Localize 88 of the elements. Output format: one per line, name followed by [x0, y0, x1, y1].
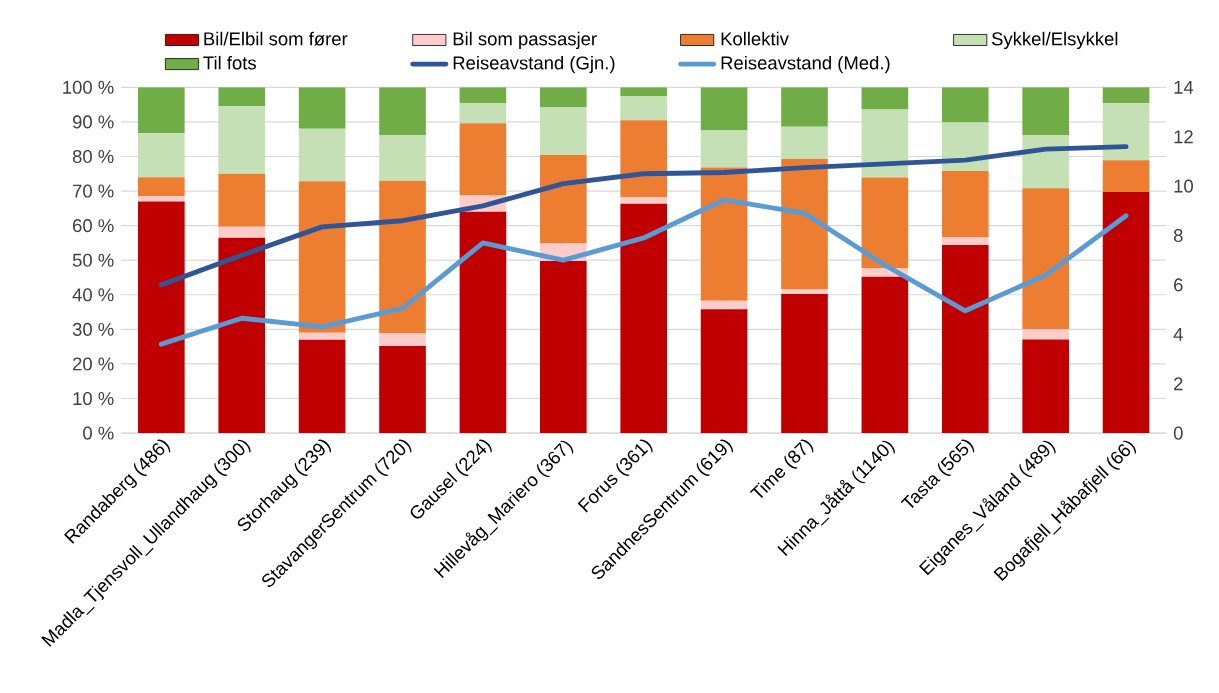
y-tick-label: 40 % [72, 288, 114, 302]
bar [781, 158, 828, 290]
y-tick-label: 60 % [73, 219, 114, 233]
bar [298, 87, 346, 129]
bar [620, 96, 668, 121]
bar [781, 87, 828, 127]
bar [1022, 339, 1069, 434]
bar [459, 123, 507, 196]
bar [539, 87, 587, 108]
y-tick-label: 20 % [73, 357, 114, 371]
line-series [158, 197, 1129, 347]
y2-tick-label: 12 [1174, 130, 1193, 144]
y-tick-label: 80 % [72, 149, 114, 164]
bar [861, 276, 909, 434]
legend-label: Reiseavstand (Gjn.) [453, 55, 615, 74]
y2-tick-label: 6 [1174, 278, 1183, 292]
bar [861, 87, 909, 110]
bar [700, 300, 748, 310]
bar [298, 339, 346, 434]
bar [1022, 329, 1069, 340]
y-tick-label: 50 % [72, 253, 114, 267]
bar [1022, 87, 1069, 136]
bar [700, 87, 748, 131]
y2-tick-label: 8 [1173, 229, 1183, 243]
bar [700, 167, 748, 301]
bar [379, 87, 426, 136]
legend-label: Bil som passasjer [453, 31, 597, 50]
bar [459, 87, 507, 103]
legend-label: Bil/Elbil som fører [204, 31, 348, 46]
y2-tick-label: 10 [1174, 179, 1193, 193]
bar [861, 109, 909, 178]
legend-label: Sykkel/Elsykkel [991, 31, 1118, 50]
bar [1102, 87, 1150, 104]
bar [781, 126, 828, 159]
bar [218, 106, 266, 174]
bar [539, 107, 587, 156]
bar [539, 155, 587, 244]
bar [138, 196, 185, 202]
bar [138, 87, 185, 134]
y2-tick-label: 2 [1174, 377, 1183, 391]
bar [861, 177, 909, 269]
bar [298, 181, 346, 333]
legend-label: Til fots [203, 55, 256, 70]
y2-tick-label: 4 [1173, 327, 1183, 341]
bar [1102, 103, 1150, 161]
y-tick-label: 0 % [83, 426, 114, 440]
legend-label: Kollektiv [721, 31, 789, 46]
bar [218, 226, 266, 238]
bar [459, 211, 507, 434]
bar [298, 332, 346, 340]
bar [941, 245, 989, 434]
line-series [158, 144, 1129, 288]
y-tick-label: 10 % [73, 392, 114, 406]
bar [941, 237, 989, 246]
y-tick-label: 30 % [72, 322, 114, 336]
bar [941, 171, 989, 238]
bar [620, 203, 668, 434]
bar [138, 177, 185, 197]
legend-label: Reiseavstand (Med.) [721, 55, 890, 74]
bar [1022, 135, 1069, 189]
bar [379, 180, 426, 334]
bar [379, 135, 426, 181]
bar [539, 260, 587, 434]
bar [620, 197, 668, 204]
bar [700, 130, 748, 168]
bar [620, 87, 668, 97]
bar [218, 173, 266, 227]
bar [459, 102, 507, 124]
bar [781, 289, 828, 295]
y-tick-label: 70 % [73, 184, 114, 198]
y2-tick-label: 0 [1173, 426, 1183, 440]
bar [138, 201, 185, 434]
y2-tick-label: 14 [1174, 81, 1194, 94]
y-tick-label: 90 % [72, 115, 114, 129]
bar [298, 128, 346, 182]
bar [1022, 188, 1069, 330]
bar [218, 237, 266, 434]
bar [379, 333, 426, 347]
bar [941, 87, 989, 123]
bar [700, 309, 748, 434]
bar [379, 346, 426, 434]
bar [1102, 160, 1150, 193]
bar [138, 133, 185, 178]
bar [781, 294, 828, 434]
bar [218, 87, 266, 107]
bar [620, 120, 668, 198]
y-tick-label: 100 % [63, 80, 114, 94]
bar [1102, 192, 1150, 434]
